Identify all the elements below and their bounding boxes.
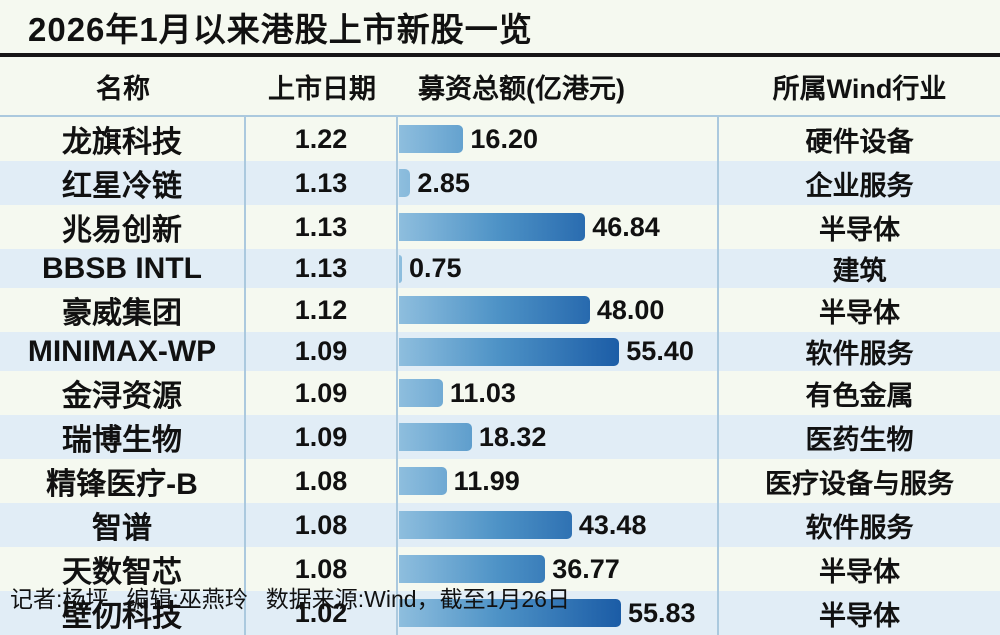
funds-value: 36.77 (552, 553, 620, 584)
company-name: 精锋医疗-B (0, 459, 246, 503)
reporter-credit: 记者:杨坪 (10, 585, 109, 612)
industry: 建筑 (832, 256, 887, 286)
industry: 有色金属 (805, 380, 914, 411)
funds-bar (399, 254, 402, 283)
company-name: 天数智芯 (0, 547, 246, 591)
listing-date: 1.09 (246, 332, 398, 371)
table-row: 天数智芯 1.08 36.77 半导体 (0, 547, 1000, 591)
funds-value: 46.84 (592, 211, 660, 242)
table-row: 龙旗科技 1.22 16.20 硬件设备 (0, 117, 1000, 161)
funds-bar (399, 125, 464, 153)
industry: 医疗设备与服务 (765, 468, 954, 499)
listing-date: 1.13 (246, 249, 398, 288)
industry: 半导体 (819, 297, 900, 328)
funds-bar-cell: 36.77 (398, 547, 719, 591)
funds-value: 43.48 (578, 509, 647, 540)
title-band: 2026年1月以来港股上市新股一览 (0, 0, 1000, 53)
funds-bar-cell: 0.75 (398, 249, 719, 288)
company-name: 红星冷链 (0, 161, 246, 205)
industry: 企业服务 (805, 170, 914, 201)
table-row: MINIMAX-WP 1.09 55.40 软件服务 (0, 332, 1000, 371)
funds-bar-cell: 16.20 (398, 117, 719, 161)
funds-value: 55.83 (628, 597, 696, 628)
column-header-wind-industry: 所属Wind行业 (772, 73, 947, 104)
listing-date: 1.09 (246, 415, 398, 459)
page-title: 2026年1月以来港股上市新股一览 (28, 10, 533, 48)
company-name: 兆易创新 (0, 205, 246, 249)
funds-bar (399, 296, 590, 324)
funds-bar-cell: 46.84 (398, 205, 719, 249)
funds-bar-cell: 55.40 (398, 332, 719, 371)
funds-bar (399, 379, 443, 407)
funds-bar-cell: 11.99 (398, 459, 719, 503)
funds-value: 0.75 (409, 253, 462, 283)
funds-bar-cell: 11.03 (398, 371, 719, 415)
listing-date: 1.08 (246, 459, 398, 503)
funds-bar (399, 213, 586, 241)
funds-bar-cell: 43.48 (398, 503, 719, 547)
funds-value: 18.32 (478, 421, 547, 452)
table-row: BBSB INTL 1.13 0.75 建筑 (0, 249, 1000, 288)
industry: 半导体 (819, 600, 900, 631)
table-body: 龙旗科技 1.22 16.20 硬件设备 红星冷链 1.13 2.85 企业服务 兆易创新 1.1… (0, 115, 1000, 635)
listing-date: 1.22 (246, 117, 398, 161)
company-name: 智谱 (0, 503, 246, 547)
funds-bar (399, 423, 472, 451)
funds-value: 11.03 (449, 377, 516, 408)
company-name: 瑞博生物 (0, 415, 246, 459)
table-row: 兆易创新 1.13 46.84 半导体 (0, 205, 1000, 249)
funds-value: 11.99 (453, 465, 520, 496)
funds-value: 2.85 (417, 167, 470, 198)
listing-date: 1.08 (246, 503, 398, 547)
table-row: 金浔资源 1.09 11.03 有色金属 (0, 371, 1000, 415)
industry: 软件服务 (805, 512, 914, 543)
industry: 硬件设备 (805, 126, 914, 157)
funds-bar (399, 169, 411, 197)
funds-value: 16.20 (470, 123, 538, 154)
industry: 医药生物 (805, 424, 914, 455)
data-source-note: 数据来源:Wind，截至1月26日 (265, 585, 570, 612)
editor-credit: 编辑:巫燕玲 (126, 585, 248, 612)
industry: 半导体 (819, 556, 900, 587)
funds-bar (399, 555, 546, 583)
funds-bar (399, 511, 572, 539)
table-row: 豪威集团 1.12 48.00 半导体 (0, 288, 1000, 332)
column-header-funds-raised: 募资总额(亿港元) (418, 73, 625, 104)
listing-date: 1.13 (246, 205, 398, 249)
industry: 半导体 (819, 214, 900, 245)
company-name: MINIMAX-WP (0, 332, 246, 371)
listing-date: 1.12 (246, 288, 398, 332)
listing-date: 1.13 (246, 161, 398, 205)
table-row: 智谱 1.08 43.48 软件服务 (0, 503, 1000, 547)
funds-bar (399, 337, 620, 366)
funds-bar-cell: 48.00 (398, 288, 719, 332)
listing-date: 1.09 (246, 371, 398, 415)
table-row: 精锋医疗-B 1.08 11.99 医疗设备与服务 (0, 459, 1000, 503)
table-row: 瑞博生物 1.09 18.32 医药生物 (0, 415, 1000, 459)
funds-value: 55.40 (626, 336, 694, 366)
column-header-listing-date: 上市日期 (268, 73, 376, 104)
listing-date: 1.08 (246, 547, 398, 591)
table-row: 红星冷链 1.13 2.85 企业服务 (0, 161, 1000, 205)
funds-value: 48.00 (596, 294, 665, 325)
company-name: BBSB INTL (0, 249, 246, 288)
funds-bar (399, 467, 447, 495)
company-name: 金浔资源 (0, 371, 246, 415)
funds-bar-cell: 2.85 (398, 161, 719, 205)
industry: 软件服务 (805, 339, 914, 369)
title-rule (0, 53, 1000, 57)
table-header: 名称 上市日期 募资总额(亿港元) 所属Wind行业 (0, 57, 1000, 115)
company-name: 龙旗科技 (0, 117, 246, 161)
column-header-name: 名称 (96, 73, 150, 104)
company-name: 豪威集团 (0, 288, 246, 332)
funds-bar-cell: 18.32 (398, 415, 719, 459)
footer-credits: 记者:杨坪 编辑:巫燕玲 数据来源:Wind，截至1月26日 (0, 575, 1000, 618)
